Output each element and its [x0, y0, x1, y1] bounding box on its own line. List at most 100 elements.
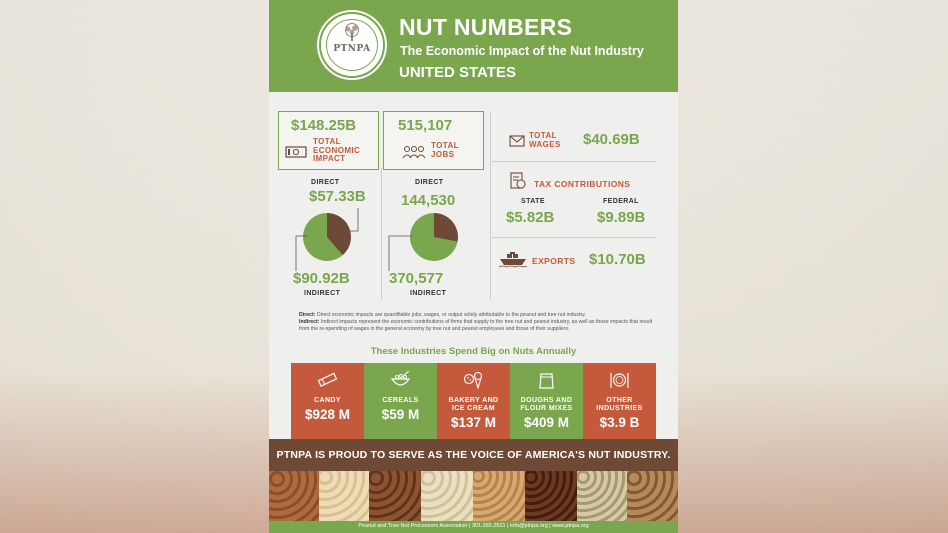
- walnuts-image: [627, 471, 678, 521]
- industry-tile-doughs: DOUGHS AND FLOUR MIXES $409 M: [510, 363, 583, 439]
- tax-federal-value: $9.89B: [597, 209, 646, 226]
- tax-state-label: STATE: [521, 198, 545, 205]
- infographic-poster: PTNPA NUT NUMBERS The Economic Impact of…: [269, 0, 678, 533]
- wage-envelope-icon: [509, 135, 525, 147]
- jobs-direct-value: 144,530: [401, 192, 456, 209]
- indirect-text: Indirect impacts represent the economic …: [299, 319, 653, 332]
- divider: [492, 161, 656, 162]
- industry-value: $928 M: [304, 407, 351, 422]
- logo-wordmark: PTNPA: [333, 44, 371, 54]
- tax-state-value: $5.82B: [506, 209, 555, 226]
- bottom-banner: PTNPA IS PROUD TO SERVE AS THE VOICE OF …: [269, 439, 678, 471]
- peanuts-image: [473, 471, 525, 521]
- industries-title: These Industries Spend Big on Nuts Annua…: [370, 346, 577, 357]
- economic-impact-value: $148.25B: [291, 117, 357, 134]
- industry-value: $59 M: [381, 407, 420, 422]
- page-subtitle: The Economic Impact of the Nut Industry: [400, 44, 644, 58]
- background-blur-left: [0, 0, 270, 533]
- money-icon: [285, 146, 307, 158]
- direct-term: Direct:: [299, 312, 316, 318]
- industry-value: $3.9 B: [599, 415, 640, 430]
- industry-tile-cereals: CEREALS $59 M: [364, 363, 437, 439]
- industry-label-line2: INDUSTRIES: [596, 405, 643, 412]
- jobs-box: 515,107 TOTAL JOBS: [383, 111, 484, 170]
- tax-label: TAX CONTRIBUTIONS: [534, 179, 631, 189]
- jobs-label: TOTAL JOBS: [431, 141, 459, 159]
- economic-impact-box: $148.25B TOTAL ECONOMIC IMPACT: [278, 111, 379, 170]
- background-blur-right: [678, 0, 948, 533]
- economic-pie-leaders: [295, 208, 359, 271]
- flour-bag-icon: [539, 373, 554, 389]
- industry-label: CEREALS: [364, 397, 437, 405]
- industry-tile-candy: CANDY $928 M: [291, 363, 364, 439]
- industry-label: CANDY: [291, 397, 364, 405]
- economic-indirect-value: $90.92B: [293, 270, 350, 287]
- pistachios-image: [577, 471, 627, 521]
- industry-tiles: CANDY $928 M CEREALS $59 M BAKERY AND ICE…: [291, 363, 656, 439]
- divider: [381, 168, 382, 300]
- economic-direct-label: DIRECT: [311, 179, 340, 186]
- definitions-notes: Direct: Direct economic impacts are quan…: [299, 312, 659, 333]
- wages-label: TOTAL WAGES: [529, 131, 561, 149]
- economic-impact-label: TOTAL ECONOMIC IMPACT: [313, 137, 361, 164]
- economic-direct-value: $57.33B: [309, 188, 366, 205]
- industry-label-line1: OTHER: [606, 397, 633, 404]
- exports-value: $10.70B: [589, 251, 646, 268]
- direct-note: Direct: Direct economic impacts are quan…: [299, 312, 659, 319]
- country-label: UNITED STATES: [399, 64, 516, 81]
- industry-label-line1: CANDY: [314, 397, 341, 404]
- logo-ring: [326, 19, 378, 71]
- footer-contact-text: Peanut and Tree Nut Processors Associati…: [358, 523, 589, 529]
- jobs-direct-label: DIRECT: [415, 179, 444, 186]
- jobs-value: 515,107: [398, 117, 453, 134]
- economic-label-line3: IMPACT: [313, 154, 346, 163]
- hazelnuts-image: [369, 471, 421, 521]
- candy-bar-icon: [317, 372, 338, 387]
- indirect-note: Indirect: Indirect impacts represent the…: [299, 319, 659, 333]
- economic-pie-chart: [303, 213, 351, 261]
- macadamias-image: [421, 471, 473, 521]
- nuts-photo-strip: [269, 471, 678, 521]
- industry-label: BAKERY AND ICE CREAM: [437, 397, 510, 413]
- industry-tile-bakery: BAKERY AND ICE CREAM $137 M: [437, 363, 510, 439]
- industry-label-line2: FLOUR MIXES: [520, 405, 573, 412]
- wages-label-line2: WAGES: [529, 140, 561, 149]
- wages-label-line1: TOTAL: [529, 131, 557, 140]
- wages-value: $40.69B: [583, 131, 640, 148]
- divider: [490, 111, 491, 300]
- cookie-icecream-icon: [463, 371, 483, 389]
- people-icon: [402, 146, 426, 159]
- page-title: NUT NUMBERS: [399, 14, 573, 40]
- industry-tile-other: OTHER INDUSTRIES $3.9 B: [583, 363, 656, 439]
- banner-text: PTNPA IS PROUD TO SERVE AS THE VOICE OF …: [276, 449, 671, 461]
- cashews-image: [319, 471, 369, 521]
- economic-label-line2: ECONOMIC: [313, 145, 361, 155]
- tax-federal-label: FEDERAL: [603, 198, 639, 205]
- jobs-pie-chart: [410, 213, 458, 261]
- industry-label-line1: BAKERY AND: [448, 397, 499, 404]
- industry-value: $137 M: [450, 415, 497, 430]
- pecans-image: [525, 471, 577, 521]
- indirect-term: Indirect:: [299, 319, 320, 325]
- industry-label: DOUGHS AND FLOUR MIXES: [510, 397, 583, 413]
- jobs-label-line2: JOBS: [431, 149, 455, 159]
- tree-icon: [345, 23, 359, 41]
- industry-value: $409 M: [523, 415, 570, 430]
- plate-utensils-icon: [610, 373, 629, 388]
- jobs-label-line1: TOTAL: [431, 141, 459, 150]
- ptnpa-logo: PTNPA: [319, 12, 385, 78]
- tax-document-icon: [510, 172, 526, 189]
- jobs-indirect-label: INDIRECT: [410, 290, 447, 297]
- industry-label-line2: ICE CREAM: [452, 405, 495, 412]
- divider: [492, 237, 656, 238]
- jobs-indirect-value: 370,577: [389, 270, 444, 287]
- cereal-bowl-icon: [390, 371, 411, 386]
- industry-label-line1: DOUGHS AND: [520, 397, 573, 404]
- economic-indirect-label: INDIRECT: [304, 290, 341, 297]
- exports-label: EXPORTS: [532, 256, 576, 266]
- industry-label: OTHER INDUSTRIES: [583, 397, 656, 413]
- cargo-ship-icon: [499, 252, 527, 268]
- direct-text: Direct economic impacts are quantifiable…: [316, 312, 586, 318]
- jobs-pie-leaders: [388, 235, 413, 271]
- economic-label-line1: TOTAL: [313, 137, 341, 146]
